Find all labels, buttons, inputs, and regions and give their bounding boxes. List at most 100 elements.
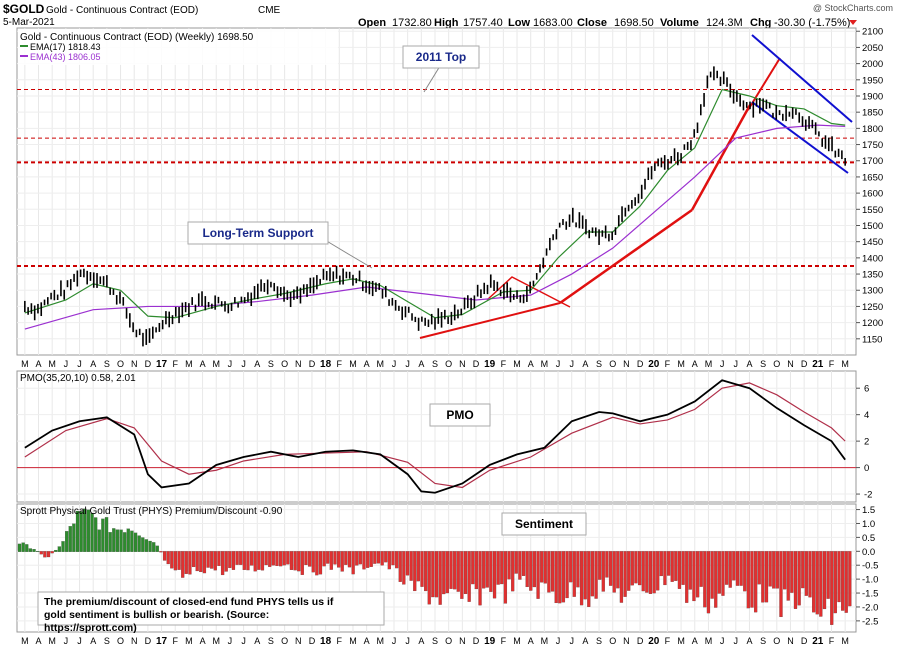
sentiment-bar (101, 518, 105, 552)
sentiment-bar (822, 551, 827, 610)
month-label: S (104, 359, 110, 369)
chart-date: 5-Mar-2021 (3, 17, 55, 28)
sentiment-bar (68, 526, 72, 552)
month-label: J (77, 636, 82, 646)
price-tick-label: 1950 (862, 75, 883, 86)
sentiment-bar (819, 551, 823, 617)
sentiment-bar (28, 548, 33, 552)
instrument-name: Gold - Continuous Contract (EOD) (46, 5, 198, 16)
sentiment-bar (561, 551, 566, 603)
price-tick-label: 1200 (862, 318, 883, 329)
month-label: F (337, 359, 343, 369)
uptrend-line-2020 (690, 104, 752, 211)
sentiment-bar (57, 546, 62, 552)
month-label: A (200, 636, 206, 646)
sentiment-bar (191, 551, 196, 568)
month-label: 21 (812, 359, 824, 370)
month-label: O (773, 636, 780, 646)
premium-discount-bars (17, 508, 852, 625)
month-label: N (295, 636, 302, 646)
sentiment-bar (278, 551, 283, 567)
sentiment-bar (685, 551, 689, 603)
sentiment-bar (159, 551, 163, 553)
month-label: S (268, 636, 274, 646)
month-label: D (801, 636, 808, 646)
month-label: M (541, 636, 549, 646)
note-line: gold sentiment is bullish or bearish. (S… (44, 609, 269, 621)
sentiment-bar (21, 542, 25, 552)
sentiment-bar (326, 551, 330, 564)
month-label: 18 (320, 359, 332, 370)
sentiment-bar (395, 551, 399, 569)
month-label: J (392, 636, 397, 646)
month-label: J (241, 636, 246, 646)
sentiment-bar (115, 529, 120, 552)
month-label: O (773, 359, 780, 369)
price-tick-label: 1800 (862, 124, 883, 135)
support-callout-text: Long-Term Support (202, 226, 313, 240)
month-label: A (36, 359, 42, 369)
open-label: Open (358, 17, 386, 29)
sentiment-bar (779, 551, 783, 618)
sentiment-bar (162, 551, 167, 561)
sentiment-bar (43, 551, 47, 558)
sentiment-bar (732, 551, 736, 581)
price-tick-label: 1150 (862, 334, 882, 345)
sentiment-bar (166, 551, 170, 565)
sentiment-bar (300, 551, 304, 575)
month-label: J (556, 359, 561, 369)
sentiment-bar (220, 551, 225, 576)
sentiment-bar (329, 551, 333, 570)
sentiment-bar (623, 551, 627, 597)
sentiment-bar (630, 551, 634, 586)
sentiment-bar (275, 551, 279, 566)
month-label: 17 (156, 636, 168, 647)
price-tick-label: 1500 (862, 221, 883, 232)
month-label: J (569, 636, 574, 646)
sentiment-bar (242, 551, 246, 570)
ema43-legend: EMA(43) 1806.05 (30, 52, 101, 62)
sentiment-bar (112, 528, 116, 552)
sentiment-bar (65, 531, 69, 552)
sentiment-bar (634, 551, 638, 584)
sentiment-bar (656, 551, 660, 591)
month-label: A (200, 359, 206, 369)
price-tick-label: 1450 (862, 237, 883, 248)
sentiment-bar (587, 551, 591, 607)
month-label: N (131, 636, 138, 646)
month-label: 19 (484, 359, 496, 370)
sentiment-bar (420, 551, 424, 587)
sentiment-bar (753, 551, 758, 613)
month-label: A (418, 359, 424, 369)
sentiment-bar (148, 540, 152, 552)
pmo-y-axis: -2 0 2 4 6 (856, 384, 872, 501)
month-label: A (90, 636, 96, 646)
month-label: N (459, 636, 466, 646)
month-label: M (705, 359, 713, 369)
sentiment-bar (460, 551, 464, 599)
sentiment-bar (496, 551, 500, 585)
month-label: D (473, 636, 480, 646)
sentiment-bar (17, 543, 22, 552)
support-callout-pointer (324, 239, 373, 269)
sentiment-bar (86, 509, 91, 552)
open-value: 1732.80 (392, 17, 432, 29)
month-label: A (254, 359, 260, 369)
sentiment-bar (239, 551, 243, 565)
month-label: F (172, 359, 178, 369)
sentiment-bar (492, 551, 497, 599)
pmo-tick-label: -2 (864, 490, 872, 501)
sentiment-bar (366, 551, 370, 568)
month-label: A (90, 359, 96, 369)
sentiment-bar (503, 551, 508, 604)
sentiment-bar (703, 551, 707, 608)
sentiment-bar (456, 551, 460, 592)
price-legend-bg (18, 29, 338, 65)
ema17-legend: EMA(17) 1818.43 (30, 42, 101, 52)
sentiment-bar (431, 551, 435, 598)
month-label: M (677, 636, 685, 646)
month-label: A (364, 359, 370, 369)
sentiment-bar (123, 532, 127, 552)
sentiment-bar (619, 551, 624, 603)
chg-value: -30.30 (-1.75%) (774, 17, 850, 29)
